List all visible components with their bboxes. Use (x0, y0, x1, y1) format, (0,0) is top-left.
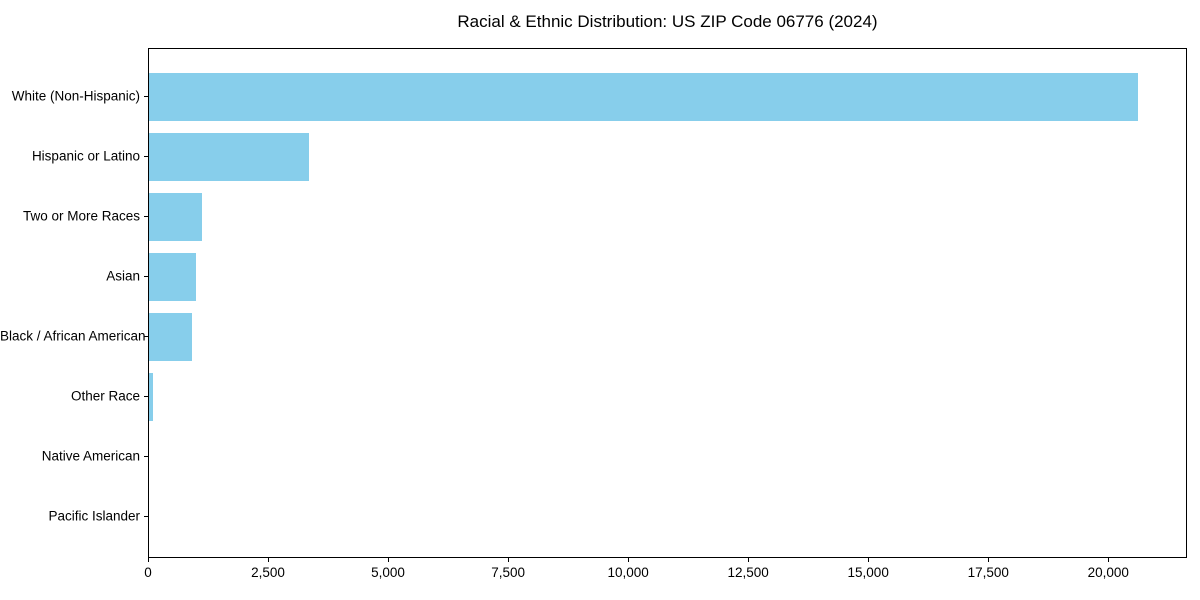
x-tick-mark (628, 558, 630, 562)
y-axis-label-pacific-islander: Pacific Islander (48, 508, 140, 524)
bar-black-african-american (149, 313, 193, 361)
y-tick-mark (144, 456, 148, 457)
x-axis-label-20-000: 20,000 (1087, 565, 1129, 580)
bar-asian (149, 253, 197, 301)
y-axis-label-white-non-hispanic: White (Non-Hispanic) (11, 88, 140, 104)
bar-row (149, 127, 1186, 187)
bar-row (149, 187, 1186, 247)
x-axis-label-12-500: 12,500 (727, 565, 769, 580)
bar-two-or-more-races (149, 193, 202, 241)
y-tick-mark (144, 336, 148, 337)
x-tick-mark (868, 558, 870, 562)
x-axis-label-5-000: 5,000 (371, 565, 405, 580)
y-tick-mark (144, 216, 148, 217)
x-axis-label-17-500: 17,500 (967, 565, 1009, 580)
y-tick-mark (144, 516, 148, 517)
y-tick-mark (144, 96, 148, 97)
x-tick-mark (508, 558, 510, 562)
y-tick-mark (144, 396, 148, 397)
bar-row (149, 247, 1186, 307)
x-axis-label-0: 0 (144, 565, 152, 580)
x-tick-mark (268, 558, 270, 562)
y-axis-label-two-or-more-races: Two or More Races (22, 208, 140, 224)
y-tick-mark (144, 276, 148, 277)
x-axis-label-7-500: 7,500 (491, 565, 525, 580)
y-axis-label-black-african-american: Black / African American (0, 328, 146, 344)
y-axis-label-hispanic-or-latino: Hispanic or Latino (31, 148, 140, 164)
x-axis-label-10-000: 10,000 (607, 565, 649, 580)
bar-other-race (149, 373, 154, 421)
x-axis-label-2-500: 2,500 (251, 565, 285, 580)
bar-row (149, 367, 1186, 427)
plot-area (148, 48, 1187, 558)
x-tick-mark (748, 558, 750, 562)
bar-row (149, 487, 1186, 547)
x-tick-mark (1108, 558, 1110, 562)
bars-container (149, 67, 1186, 547)
bar-hispanic-or-latino (149, 133, 309, 181)
bar-row (149, 427, 1186, 487)
bar-row (149, 307, 1186, 367)
x-tick-mark (988, 558, 990, 562)
bar-row (149, 67, 1186, 127)
y-tick-mark (144, 156, 148, 157)
y-axis-label-other-race: Other Race (70, 388, 140, 404)
y-axis-label-native-american: Native American (41, 448, 140, 464)
x-tick-mark (148, 558, 149, 562)
bar-white-non-hispanic (149, 73, 1139, 121)
chart-title: Racial & Ethnic Distribution: US ZIP Cod… (457, 12, 878, 31)
y-axis-label-asian: Asian (106, 268, 140, 284)
x-tick-mark (388, 558, 390, 562)
x-axis-label-15-000: 15,000 (847, 565, 889, 580)
